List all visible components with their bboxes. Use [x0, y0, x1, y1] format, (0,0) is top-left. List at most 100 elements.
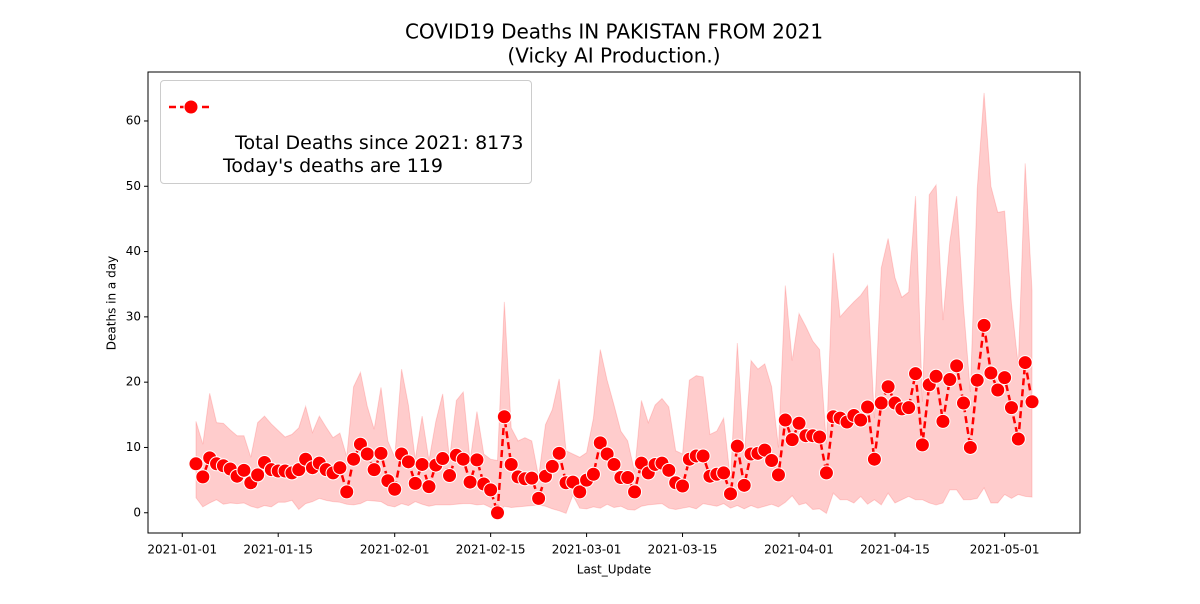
x-tick-label: 2021-04-15 [860, 543, 930, 557]
x-tick-label: 2021-01-01 [147, 543, 217, 557]
legend-marker [183, 99, 199, 115]
marker [483, 482, 499, 498]
y-tick-label: 40 [126, 244, 141, 258]
x-tick-label: 2021-03-01 [552, 543, 622, 557]
marker [695, 448, 711, 464]
marker [949, 358, 965, 374]
marker [675, 478, 691, 494]
marker [373, 445, 389, 461]
plot-frame [147, 71, 1081, 534]
marker [524, 470, 540, 486]
marker [908, 366, 924, 382]
marker [236, 462, 252, 478]
marker [551, 445, 567, 461]
y-tick-label: 30 [126, 309, 141, 323]
marker [969, 372, 985, 388]
marker [956, 395, 971, 411]
marker [853, 412, 869, 428]
marker [729, 438, 745, 454]
marker [990, 382, 1006, 398]
confidence-band [195, 92, 1033, 515]
y-tick-label: 20 [126, 375, 141, 389]
x-axis-label: Last_Update [577, 563, 651, 577]
marker [976, 317, 992, 333]
marker [997, 370, 1013, 386]
marker [818, 465, 834, 481]
marker [339, 484, 355, 500]
marker [935, 413, 951, 429]
marker [455, 451, 471, 467]
marker [1010, 431, 1026, 447]
marker [873, 395, 889, 411]
x-tick-label: 2021-02-15 [456, 543, 526, 557]
marker [435, 451, 451, 467]
marker [962, 439, 978, 455]
marker [1024, 394, 1040, 410]
marker [914, 437, 930, 453]
marker [627, 484, 643, 500]
marker [332, 460, 348, 476]
marker [442, 468, 458, 484]
y-tick-label: 0 [133, 505, 141, 519]
marker [1003, 400, 1019, 416]
marker [250, 467, 266, 483]
marker [606, 456, 622, 472]
marker [599, 446, 615, 462]
chart-title: COVID19 Deaths IN PAKISTAN FROM 2021 [405, 20, 823, 44]
marker [620, 469, 636, 485]
x-tick-label: 2021-04-01 [764, 543, 834, 557]
x-tick-label: 2021-02-01 [360, 543, 430, 557]
marker [572, 484, 588, 500]
marker [770, 467, 786, 483]
marker [407, 475, 423, 491]
marker [490, 505, 505, 521]
marker [983, 365, 999, 381]
marker [880, 379, 896, 395]
marker [469, 452, 485, 468]
x-tick-label: 2021-03-15 [648, 543, 718, 557]
y-tick-label: 10 [126, 440, 141, 454]
marker [188, 456, 204, 472]
x-tick-label: 2021-05-01 [970, 543, 1040, 557]
marker [592, 435, 608, 451]
marker [661, 462, 677, 478]
marker [387, 481, 403, 497]
marker [777, 412, 793, 428]
chart-subtitle: (Vicky AI Production.) [507, 44, 720, 68]
marker [503, 456, 519, 472]
marker [585, 466, 601, 482]
marker [531, 490, 547, 506]
marker [860, 399, 876, 415]
marker [544, 458, 560, 474]
marker [942, 372, 958, 388]
legend: Total Deaths since 2021: 8173 Today's de… [160, 80, 533, 184]
marker [359, 446, 375, 462]
marker [736, 477, 752, 493]
marker [928, 368, 944, 384]
marker [784, 432, 800, 448]
marker [346, 451, 362, 467]
y-axis-label: Deaths in a day [105, 256, 119, 350]
marker [866, 451, 882, 467]
y-tick-label: 50 [126, 179, 141, 193]
marker [723, 486, 738, 502]
marker [757, 442, 773, 458]
marker [366, 462, 382, 478]
marker [414, 456, 430, 472]
marker [716, 465, 732, 481]
x-tick-label: 2021-01-15 [243, 543, 313, 557]
legend-swatch [169, 99, 213, 115]
marker [195, 469, 211, 485]
marker [400, 454, 416, 470]
legend-label: Total Deaths since 2021: 8173 Today's de… [223, 132, 524, 177]
marker [901, 400, 917, 416]
marker [1017, 355, 1033, 371]
marker [791, 415, 807, 431]
marker [764, 453, 780, 469]
marker [462, 474, 478, 490]
marker [812, 429, 828, 445]
y-tick-label: 60 [126, 113, 141, 127]
marker [496, 409, 512, 425]
